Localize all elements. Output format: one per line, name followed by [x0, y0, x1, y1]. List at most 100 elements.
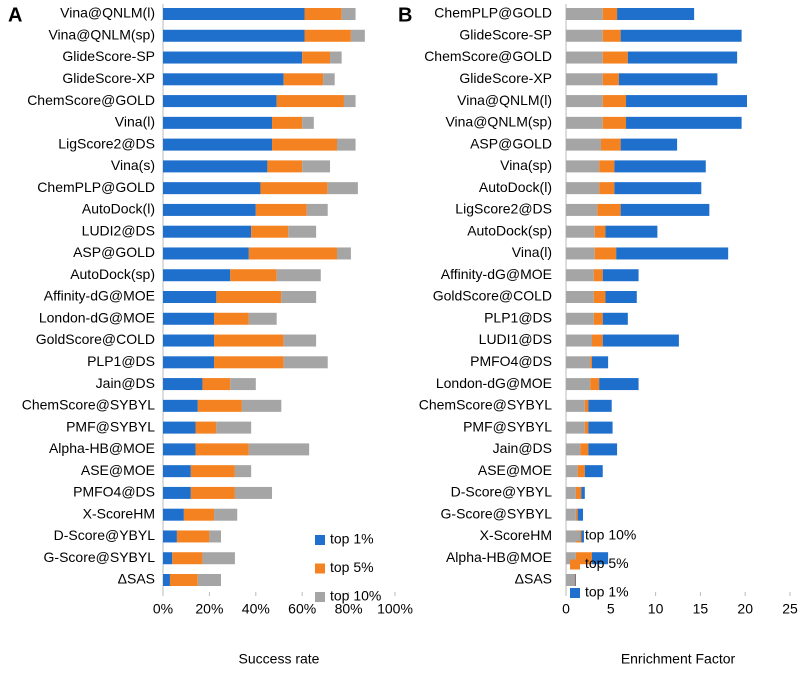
category-label: ASP@GOLD — [470, 135, 552, 151]
bar-segment — [163, 269, 231, 282]
bar-segment — [330, 51, 342, 64]
bar-segment — [602, 73, 619, 86]
category-label: LUDI1@DS — [479, 331, 552, 347]
x-axis-label: Enrichment Factor — [621, 651, 736, 667]
category-label: LUDI2@DS — [82, 222, 155, 238]
bar-segment — [574, 574, 576, 586]
category-label: GoldScore@COLD — [433, 288, 552, 304]
bar-segment — [248, 443, 310, 456]
bar-segment — [593, 291, 606, 303]
bar-segment — [163, 73, 284, 86]
bar-segment — [566, 486, 576, 499]
bar-segment — [241, 399, 282, 412]
bar-segment — [202, 378, 231, 391]
bar-segment — [602, 334, 679, 347]
bar-segment — [566, 421, 585, 434]
bar-segment — [163, 334, 215, 347]
bar-segment — [620, 203, 710, 216]
bar-segment — [283, 334, 317, 347]
bar-segment — [190, 486, 235, 499]
bar-segment — [584, 421, 589, 434]
legend-label: top 10% — [585, 527, 636, 543]
bar-segment — [566, 465, 578, 478]
bar-segment — [163, 95, 277, 108]
bar-segment — [591, 334, 603, 347]
bar-segment — [163, 8, 305, 20]
bar-segment — [566, 51, 603, 64]
bar-segment — [163, 486, 191, 499]
bar-segment — [337, 247, 351, 260]
category-label: LigScore2@DS — [58, 135, 155, 151]
bar-segment — [195, 443, 249, 456]
bar-segment — [183, 508, 215, 521]
bar-segment — [234, 465, 252, 478]
bar-segment — [566, 291, 594, 303]
category-label: G-Score@SYBYL — [441, 505, 553, 521]
bar-segment — [599, 182, 615, 195]
bar-segment — [566, 378, 591, 391]
category-label: Vina(l) — [115, 114, 155, 130]
bar-segment — [163, 356, 215, 369]
category-label: Jain@DS — [493, 440, 552, 456]
legend-swatch — [570, 531, 580, 541]
bar-segment — [566, 312, 594, 325]
bar-segment — [248, 247, 337, 260]
category-label: ChemPLP@GOLD — [37, 179, 155, 195]
category-label: ChemScore@GOLD — [424, 48, 552, 64]
bar-segment — [566, 443, 581, 456]
category-label: London-dG@MOE — [39, 309, 155, 325]
category-label: PMFO4@DS — [73, 484, 155, 500]
bar-segment — [267, 160, 303, 173]
x-tick-label: 15 — [693, 601, 709, 617]
bar-segment — [602, 269, 639, 282]
bar-segment — [172, 552, 203, 565]
bar-segment — [620, 138, 678, 151]
category-label: PLP1@DS — [87, 353, 155, 369]
bar-segment — [163, 247, 249, 260]
bar-segment — [566, 8, 603, 20]
category-label: LigScore2@DS — [455, 201, 552, 217]
category-label: ΔSAS — [118, 571, 155, 587]
category-label: GoldScore@COLD — [36, 331, 155, 347]
category-label: London-dG@MOE — [436, 375, 552, 391]
bar-segment — [566, 138, 601, 151]
bar-segment — [163, 508, 184, 521]
category-label: ChemScore@SYBYL — [22, 397, 155, 413]
bar-segment — [248, 312, 277, 325]
bar-segment — [323, 73, 335, 86]
bar-segment — [302, 160, 331, 173]
category-label: G-Score@SYBYL — [44, 549, 156, 565]
bar-segment — [337, 138, 356, 151]
legend-label: top 5% — [330, 559, 374, 575]
bar-segment — [272, 116, 303, 129]
bar-segment — [580, 443, 589, 456]
category-label: X-ScoreHM — [83, 505, 155, 521]
category-label: GlideScore-SP — [62, 48, 155, 64]
bar-segment — [597, 203, 621, 216]
category-label: GlideScore-XP — [62, 70, 155, 86]
bar-segment — [176, 530, 210, 543]
bar-segment — [195, 421, 217, 434]
bar-segment — [593, 269, 603, 282]
category-label: PMF@SYBYL — [66, 418, 155, 434]
bar-segment — [163, 225, 252, 238]
category-label: Jain@DS — [96, 375, 155, 391]
bar-segment — [614, 182, 702, 195]
bar-segment — [260, 182, 328, 195]
bar-segment — [163, 138, 273, 151]
bar-segment — [230, 378, 256, 391]
category-label: ChemPLP@GOLD — [434, 5, 552, 21]
bar-segment — [626, 95, 747, 108]
bar-segment — [283, 356, 328, 369]
x-tick-label: 0 — [562, 601, 570, 617]
bar-segment — [593, 312, 603, 325]
bar-segment — [574, 574, 575, 586]
bar-segment — [209, 530, 221, 543]
category-label: Alpha-HB@MOE — [446, 549, 552, 565]
category-label: Vina@QNLM(l) — [60, 5, 155, 21]
bar-segment — [599, 378, 639, 391]
bar-segment — [599, 160, 615, 173]
category-label: D-Score@YBYL — [54, 527, 156, 543]
bar-segment — [588, 443, 618, 456]
